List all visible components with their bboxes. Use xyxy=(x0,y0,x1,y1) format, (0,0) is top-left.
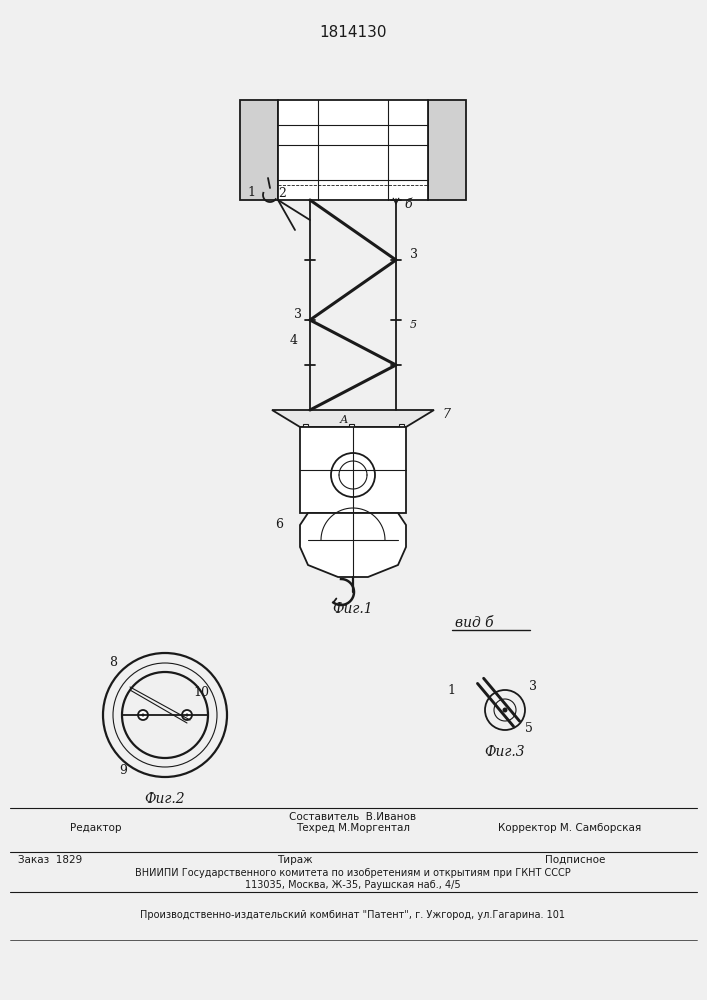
Text: 8: 8 xyxy=(109,656,117,670)
Text: Техред М.Моргентал: Техред М.Моргентал xyxy=(296,823,410,833)
Text: 3: 3 xyxy=(410,248,418,261)
Polygon shape xyxy=(300,427,406,513)
Text: Редактор: Редактор xyxy=(70,823,122,833)
Circle shape xyxy=(185,714,189,716)
Text: 9: 9 xyxy=(119,764,127,776)
Text: ВНИИПИ Государственного комитета по изобретениям и открытиям при ГКНТ СССР: ВНИИПИ Государственного комитета по изоб… xyxy=(135,868,571,878)
Text: 1: 1 xyxy=(447,684,455,696)
Polygon shape xyxy=(272,410,434,427)
Polygon shape xyxy=(428,100,466,200)
Text: 4: 4 xyxy=(290,334,298,347)
Text: 7: 7 xyxy=(442,408,450,422)
Text: 1814130: 1814130 xyxy=(320,25,387,40)
Text: 3: 3 xyxy=(294,308,302,322)
Polygon shape xyxy=(278,100,428,200)
Text: 5: 5 xyxy=(525,722,533,734)
Text: вид б: вид б xyxy=(455,616,493,630)
Text: Фиг.3: Фиг.3 xyxy=(485,745,525,759)
Text: 6: 6 xyxy=(275,518,283,532)
Text: 3: 3 xyxy=(529,680,537,692)
Bar xyxy=(349,424,354,429)
Circle shape xyxy=(141,714,144,716)
Bar xyxy=(399,424,404,429)
Text: б: б xyxy=(404,198,411,212)
Text: Фиг.1: Фиг.1 xyxy=(333,602,373,616)
Text: А: А xyxy=(339,415,348,425)
Text: 5: 5 xyxy=(410,320,417,330)
Text: 113035, Москва, Ж-35, Раушская наб., 4/5: 113035, Москва, Ж-35, Раушская наб., 4/5 xyxy=(245,880,461,890)
Text: Фиг.2: Фиг.2 xyxy=(145,792,185,806)
Text: Производственно-издательский комбинат "Патент", г. Ужгород, ул.Гагарина. 101: Производственно-издательский комбинат "П… xyxy=(141,910,566,920)
Text: 10: 10 xyxy=(193,686,209,700)
Text: 1: 1 xyxy=(247,186,255,198)
Text: Составитель  В.Иванов: Составитель В.Иванов xyxy=(289,812,416,822)
Text: Корректор М. Самборская: Корректор М. Самборская xyxy=(498,823,642,833)
Circle shape xyxy=(138,710,148,720)
Circle shape xyxy=(182,710,192,720)
Text: Заказ  1829: Заказ 1829 xyxy=(18,855,82,865)
Bar xyxy=(303,424,308,429)
Text: Тираж: Тираж xyxy=(277,855,312,865)
Polygon shape xyxy=(240,100,278,200)
Text: 2: 2 xyxy=(278,187,286,200)
Circle shape xyxy=(503,708,508,712)
Text: Подписное: Подписное xyxy=(545,855,605,865)
Polygon shape xyxy=(300,513,406,577)
